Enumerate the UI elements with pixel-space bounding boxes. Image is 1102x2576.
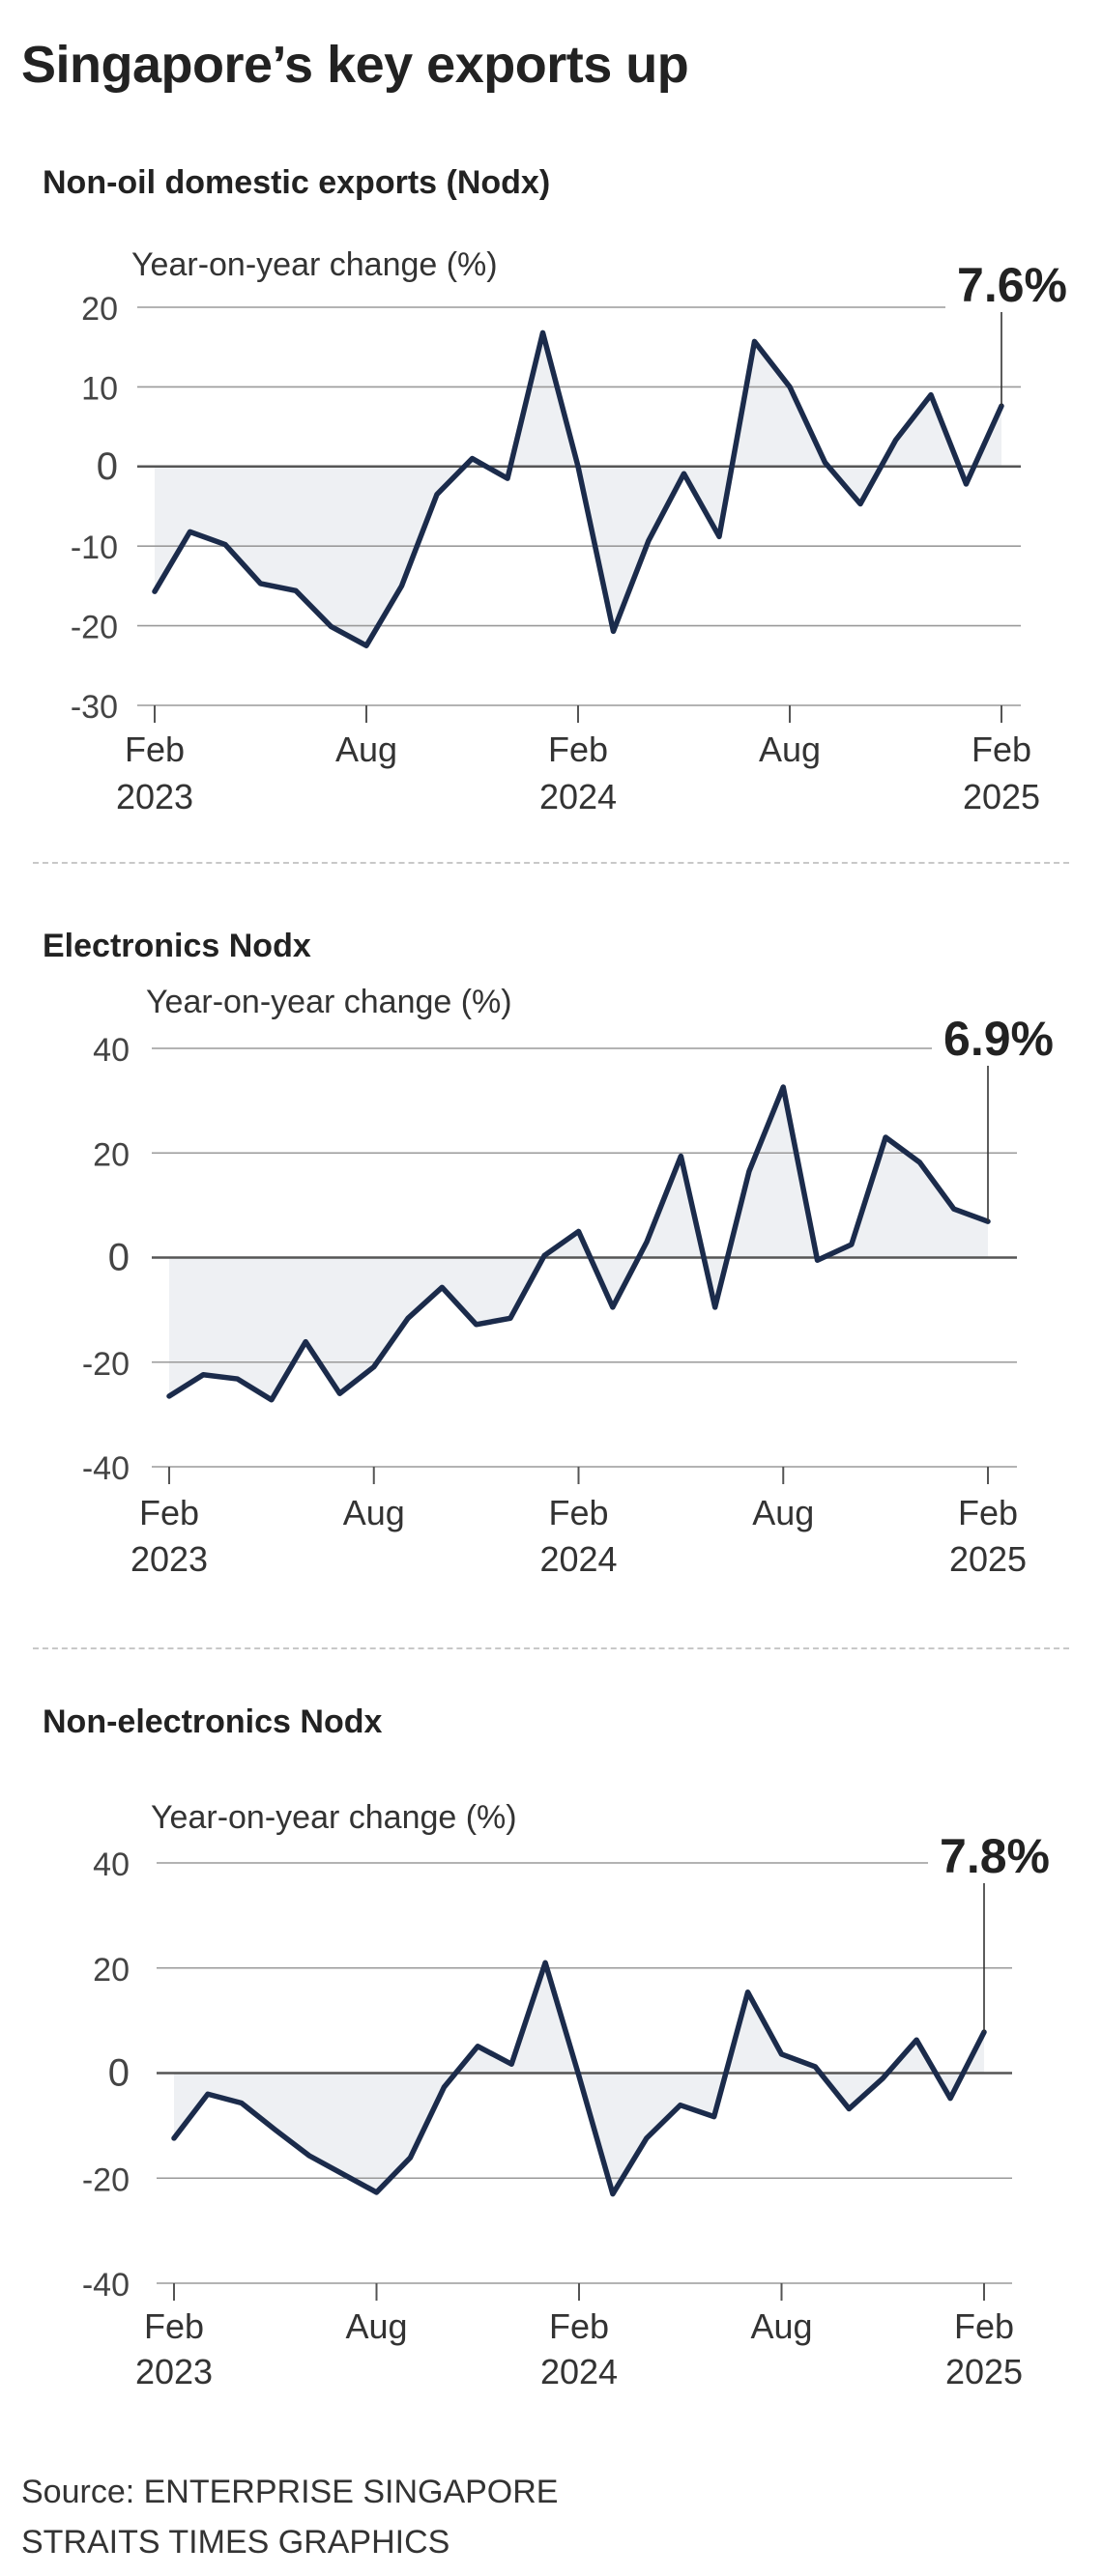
chart-graphic: Singapore’s key exports up Non-oil domes… — [0, 0, 1102, 2576]
x-tick-label: Feb — [144, 2306, 204, 2346]
chart-non-electronics: 40 20 0 -20 -40 Feb 2023 Aug Feb 2024 Aug Feb 2025 Ye… — [0, 0, 1102, 2454]
x-tick-label: Feb — [954, 2306, 1014, 2346]
y-tick-label: -40 — [82, 2267, 130, 2304]
y-tick-label: 0 — [108, 2052, 130, 2095]
x-tick-label: Aug — [345, 2306, 407, 2346]
x-tick-year-label: 2025 — [945, 2352, 1023, 2391]
x-tick-label: Feb — [549, 2306, 609, 2346]
y-tick-label: -20 — [82, 2161, 130, 2198]
source-credit: Source: ENTERPRISE SINGAPORE STRAITS TIM… — [21, 2467, 559, 2567]
y-axis-label: Year-on-year change (%) — [151, 1799, 517, 1836]
x-tick-year-label: 2024 — [540, 2352, 618, 2391]
x-tick-year-label: 2023 — [135, 2352, 213, 2391]
y-tick-label: 20 — [93, 1952, 130, 1989]
source-line: Source: ENTERPRISE SINGAPORE — [21, 2467, 559, 2517]
x-tick-label: Aug — [750, 2306, 812, 2346]
annotation-value: 7.8% — [940, 1829, 1050, 1883]
credit-line: STRAITS TIMES GRAPHICS — [21, 2517, 559, 2567]
y-tick-label: 40 — [93, 1846, 130, 1883]
